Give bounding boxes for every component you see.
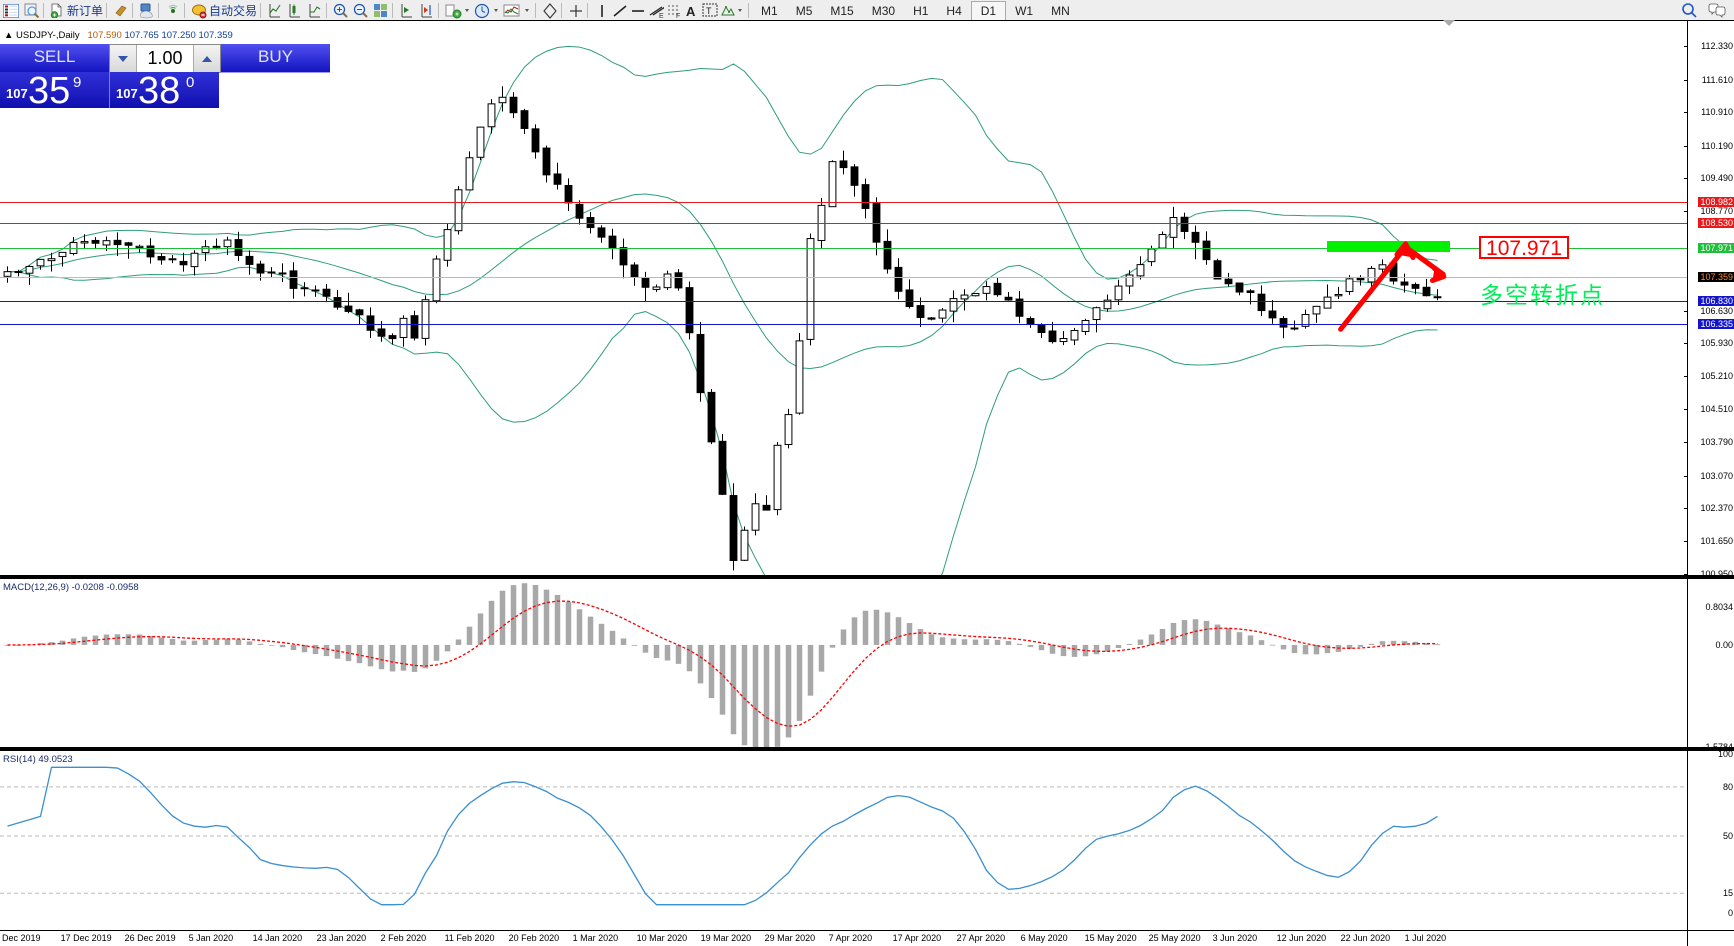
svg-text:E: E bbox=[659, 13, 664, 19]
svg-text:T: T bbox=[706, 6, 712, 16]
svg-text:A: A bbox=[686, 4, 696, 19]
svg-text:F: F bbox=[676, 13, 680, 19]
